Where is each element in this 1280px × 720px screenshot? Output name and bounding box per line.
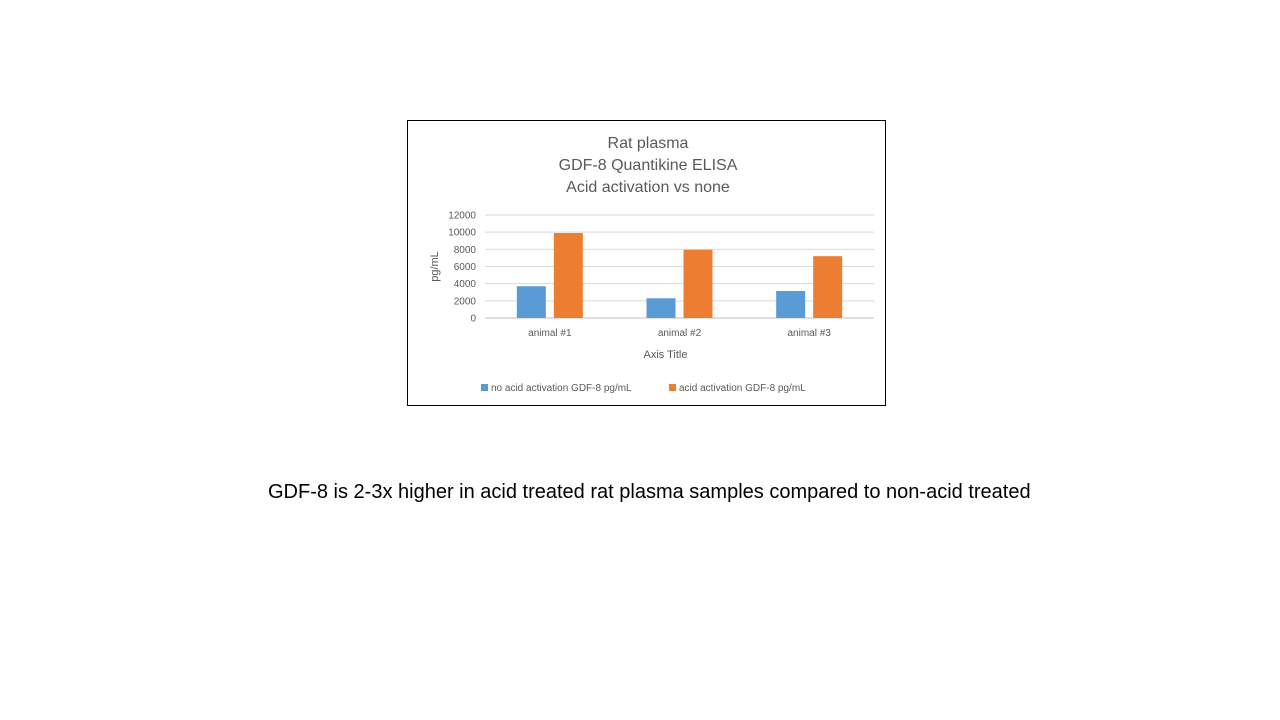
bar-no-acid-3 [776,290,806,318]
legend-swatch [669,384,676,391]
chart-frame: Rat plasma GDF-8 Quantikine ELISA Acid act… [407,120,886,406]
x-tick-label: animal #1 [528,328,572,339]
x-tick-label: animal #3 [787,328,831,339]
y-tick-label: 4000 [454,279,477,290]
legend-label: no acid activation GDF-8 pg/mL [491,383,632,394]
legend-label: acid activation GDF-8 pg/mL [679,383,806,394]
y-tick-label: 12000 [448,211,476,222]
caption-text: GDF-8 is 2-3x higher in acid treated rat… [268,481,1031,503]
bar-acid-3 [813,256,843,318]
chart-title-line: Rat plasma [608,135,689,152]
bar-chart: Rat plasma GDF-8 Quantikine ELISA Acid act… [429,135,874,394]
x-axis-title: Axis Title [643,349,687,361]
y-tick-label: 6000 [454,262,477,273]
chart-title-line: Acid activation vs none [566,179,730,196]
y-tick-label: 2000 [454,296,477,307]
legend-swatch [481,384,488,391]
chart-title-line: GDF-8 Quantikine ELISA [559,157,738,174]
y-tick-label: 10000 [448,228,476,239]
bar-acid-1 [553,233,583,318]
bar-acid-2 [683,249,713,318]
x-tick-label: animal #2 [658,328,702,339]
y-axis-title: pg/mL [429,251,441,282]
y-tick-label: 8000 [454,245,477,256]
bar-no-acid-1 [516,286,546,318]
bar-no-acid-2 [646,298,676,318]
y-tick-label: 0 [470,314,476,325]
